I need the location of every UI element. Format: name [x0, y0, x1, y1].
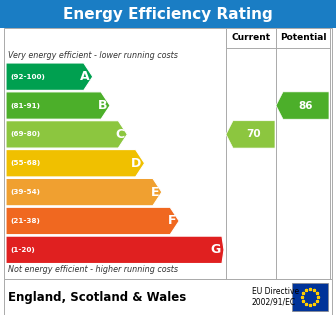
Polygon shape	[6, 236, 224, 264]
Bar	[276, 28, 330, 48]
Text: D: D	[131, 157, 141, 170]
Text: (69-80): (69-80)	[10, 131, 40, 137]
Text: EU Directive: EU Directive	[252, 288, 299, 296]
Text: G: G	[211, 243, 221, 256]
Polygon shape	[6, 207, 179, 235]
Text: (21-38): (21-38)	[10, 218, 40, 224]
Text: Potential: Potential	[280, 33, 326, 43]
Text: Current: Current	[232, 33, 270, 43]
Bar	[0, 0, 336, 28]
Text: 70: 70	[247, 129, 261, 140]
Text: F: F	[168, 215, 176, 227]
Text: (92-100): (92-100)	[10, 74, 45, 80]
Polygon shape	[6, 178, 162, 206]
Text: (39-54): (39-54)	[10, 189, 40, 195]
Text: E: E	[151, 186, 159, 198]
Text: (55-68): (55-68)	[10, 160, 40, 166]
Polygon shape	[6, 121, 127, 148]
Bar	[4, 279, 332, 315]
Text: Not energy efficient - higher running costs: Not energy efficient - higher running co…	[8, 265, 178, 274]
Polygon shape	[226, 121, 275, 148]
Text: C: C	[115, 128, 124, 141]
Text: 86: 86	[299, 100, 313, 111]
Polygon shape	[276, 92, 329, 119]
Text: 2002/91/EC: 2002/91/EC	[252, 297, 296, 306]
Text: A: A	[80, 70, 90, 83]
Text: (81-91): (81-91)	[10, 103, 40, 109]
Polygon shape	[6, 150, 144, 177]
Bar	[4, 28, 332, 279]
Text: B: B	[97, 99, 107, 112]
Text: Very energy efficient - lower running costs: Very energy efficient - lower running co…	[8, 51, 178, 60]
Polygon shape	[6, 63, 93, 90]
Text: (1-20): (1-20)	[10, 247, 35, 253]
Polygon shape	[6, 92, 110, 119]
Text: England, Scotland & Wales: England, Scotland & Wales	[8, 290, 186, 303]
Bar	[292, 283, 328, 311]
Bar	[226, 28, 276, 48]
Text: Energy Efficiency Rating: Energy Efficiency Rating	[63, 7, 273, 21]
